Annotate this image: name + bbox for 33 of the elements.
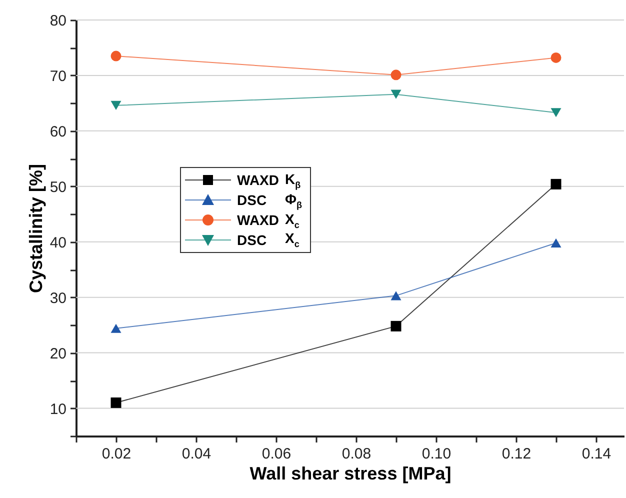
- x-tick-label: 0.10: [422, 446, 452, 462]
- legend-label: WAXD K$_{β}$: [237, 171, 302, 190]
- text: DSC Φ$_{β}$: [237, 190, 302, 210]
- point: [550, 178, 562, 190]
- y-tick-label: 10: [50, 400, 66, 418]
- x-axis-title: Wall shear stress [MPa]: [250, 464, 452, 484]
- x-tick-label: 0.02: [102, 446, 132, 462]
- point: [390, 90, 402, 99]
- x-tick-label: 0.14: [582, 446, 612, 462]
- point: [550, 52, 562, 63]
- point: [550, 238, 562, 248]
- y-tick-label: 30: [50, 290, 66, 307]
- point: [390, 320, 402, 332]
- point: [110, 100, 122, 110]
- point: [110, 397, 122, 408]
- legend-label: WAXD X$_{c}$: [237, 210, 300, 230]
- x-tick-label: 0.06: [262, 446, 292, 462]
- text: DSC X$_{c}$: [237, 230, 300, 250]
- point: [110, 324, 122, 333]
- point: [110, 50, 122, 62]
- y-tick-label: 70: [50, 68, 66, 85]
- y-tick-label: 80: [50, 12, 66, 30]
- point: [390, 291, 402, 300]
- y-tick-label: 50: [50, 178, 66, 196]
- point: [550, 108, 562, 118]
- x-tick-label: 0.12: [502, 446, 532, 462]
- x-tick-label: 0.04: [182, 446, 212, 462]
- y-tick-label: 60: [50, 123, 66, 140]
- point: [390, 70, 402, 80]
- y-tick-label: 40: [50, 234, 66, 252]
- y-tick-label: 20: [50, 345, 66, 362]
- y-axis-title: Cystallinity [%]: [26, 164, 46, 294]
- x-tick-label: 0.08: [342, 446, 372, 462]
